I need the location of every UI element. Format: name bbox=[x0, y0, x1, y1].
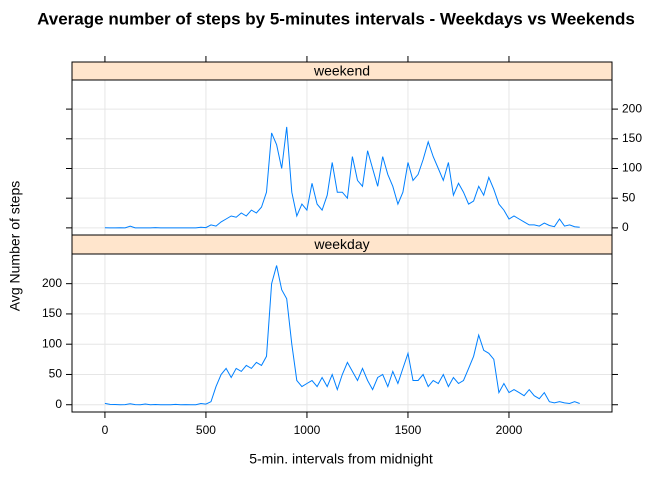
y-tick-label: 0 bbox=[622, 220, 629, 234]
x-tick-label: 0 bbox=[102, 423, 109, 437]
data-line bbox=[104, 265, 580, 406]
panel-border bbox=[71, 79, 613, 236]
x-tick-label: 2000 bbox=[496, 423, 523, 437]
strip bbox=[71, 234, 613, 255]
y-tick-label: 150 bbox=[622, 131, 642, 145]
strip bbox=[71, 61, 613, 81]
y-tick-label: 50 bbox=[622, 190, 636, 204]
y-tick-label: 200 bbox=[622, 101, 642, 115]
y-tick-label: 150 bbox=[42, 306, 62, 320]
x-tick-label: 500 bbox=[196, 423, 216, 437]
x-tick-label: 1500 bbox=[395, 423, 422, 437]
y-tick-label: 100 bbox=[42, 336, 62, 350]
y-tick-label: 0 bbox=[55, 397, 62, 411]
panel-border bbox=[71, 253, 613, 413]
y-tick-label: 50 bbox=[49, 367, 63, 381]
chart-title: Average number of steps by 5-minutes int… bbox=[37, 9, 635, 28]
y-tick-label: 100 bbox=[622, 161, 642, 175]
x-tick-label: 1000 bbox=[294, 423, 321, 437]
strip-label: weekday bbox=[313, 236, 369, 252]
data-line bbox=[104, 126, 580, 229]
y-axis-label: Avg Number of steps bbox=[7, 181, 23, 311]
y-tick-label: 200 bbox=[42, 276, 62, 290]
x-axis-label: 5-min. intervals from midnight bbox=[249, 451, 433, 467]
strip-label: weekend bbox=[313, 63, 370, 79]
